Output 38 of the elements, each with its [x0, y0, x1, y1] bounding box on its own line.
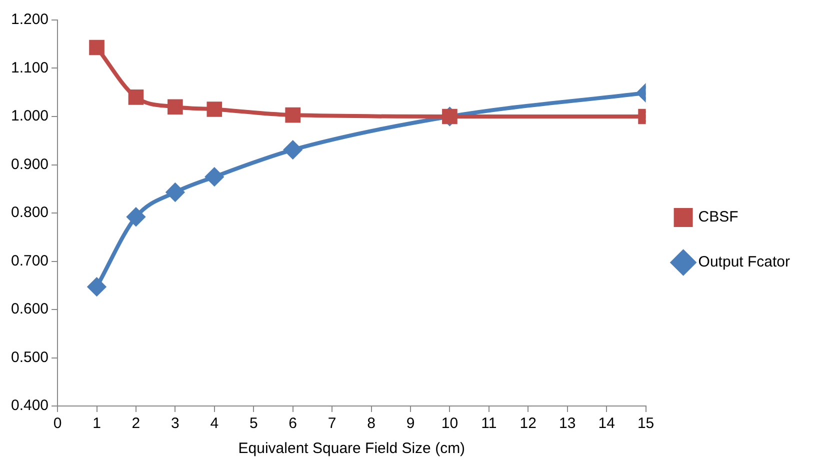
legend-label: Output Fcator — [698, 254, 790, 271]
x-tick-label: 12 — [520, 415, 536, 432]
point — [88, 278, 106, 296]
x-tick-label: 7 — [328, 415, 336, 432]
x-tick-label: 2 — [132, 415, 140, 432]
point — [285, 107, 300, 123]
x-tick-label: 3 — [171, 415, 180, 432]
y-tick-label: 1.100 — [10, 59, 49, 76]
point — [206, 102, 222, 117]
x-tick-label: 0 — [53, 415, 62, 432]
x-tick-label: 13 — [559, 415, 576, 432]
y-tick-label: 1.000 — [10, 108, 49, 125]
x-tick-label: 6 — [288, 415, 298, 432]
point — [89, 40, 104, 56]
x-tick-label: 8 — [367, 415, 376, 432]
y-tick-label: 0.500 — [10, 348, 49, 366]
point — [128, 90, 144, 105]
x-tick-label: 11 — [481, 415, 497, 432]
point — [166, 183, 184, 202]
x-tick-label: 15 — [637, 415, 654, 432]
y-tick-label: 0.700 — [10, 252, 49, 270]
x-tick-label: 1 — [92, 415, 101, 432]
point — [205, 168, 224, 186]
x-tick-label: 10 — [441, 415, 458, 432]
y-tick-label: 0.900 — [10, 156, 49, 173]
y-tick-label: 0.800 — [10, 204, 49, 222]
legend-label: CBSF — [698, 208, 738, 226]
x-axis-title: Equivalent Square Field Size (cm) — [238, 440, 466, 458]
point — [168, 99, 183, 115]
y-tick-label: 0.600 — [10, 300, 49, 318]
point — [284, 140, 302, 159]
x-tick-label: 14 — [598, 415, 615, 432]
x-tick-label: 4 — [210, 415, 219, 432]
y-tick-label: 1.200 — [10, 11, 49, 28]
x-tick-label: 9 — [406, 415, 415, 432]
y-tick-label: 0.400 — [10, 397, 49, 414]
x-tick-label: 5 — [249, 415, 258, 432]
point — [126, 208, 145, 226]
